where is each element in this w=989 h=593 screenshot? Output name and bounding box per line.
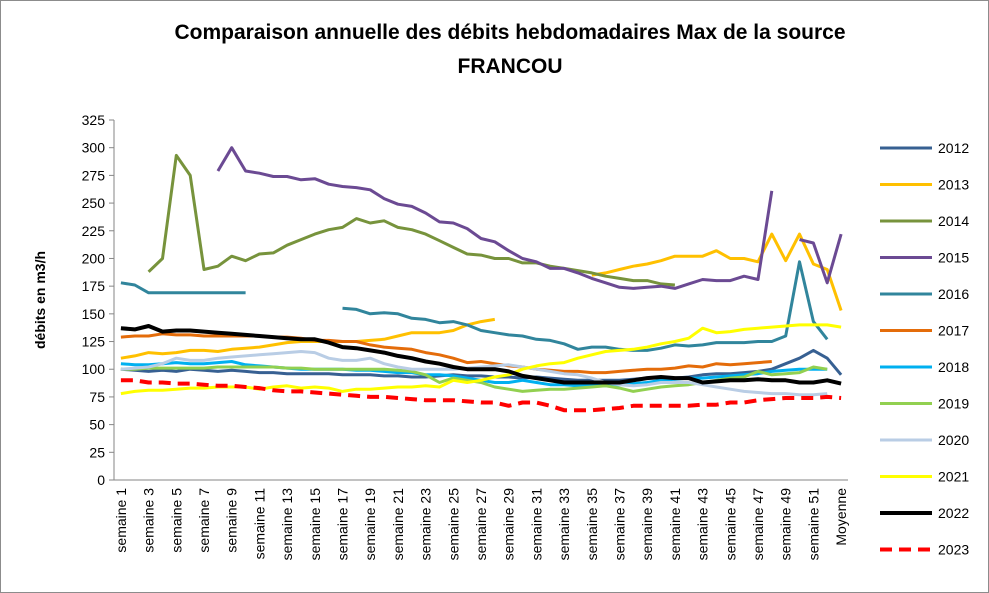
legend-label: 2020 [938,432,969,448]
series-line [120,378,842,413]
y-tick-label: 275 [82,167,106,183]
x-tick-label: semaine 3 [141,488,157,553]
x-tick-label: semaine 5 [168,488,184,553]
x-tick-label: semaine 9 [224,488,240,553]
x-tick-label: semaine 13 [279,488,295,561]
x-tick-label: semaine 31 [528,488,544,561]
y-tick-label: 25 [89,444,105,460]
x-tick-label: semaine 37 [611,488,627,561]
x-tick-label: semaine 49 [778,488,794,561]
x-tick-label: semaine 27 [473,488,489,561]
x-tick-label: semaine 43 [695,488,711,561]
y-tick-label: 325 [82,112,106,128]
y-tick-label: 150 [82,306,106,322]
series-line [120,324,842,386]
y-tick-label: 0 [97,472,105,488]
legend-label: 2018 [938,359,969,375]
x-tick-label: semaine 23 [418,488,434,561]
x-tick-label: semaine 33 [556,488,572,561]
legend-label: 2021 [938,469,969,485]
y-tick-label: 175 [82,278,106,294]
y-tick-label: 100 [82,361,106,377]
x-tick-label: semaine 19 [362,488,378,561]
y-tick-label: 125 [82,334,106,350]
x-tick-label: semaine 51 [805,488,821,561]
series-line [120,360,828,388]
x-tick-label: semaine 21 [390,488,406,561]
y-tick-label: 200 [82,250,106,266]
legend-label: 2023 [938,542,969,558]
legend-label: 2013 [938,177,969,193]
y-axis-label: débits en m3/h [32,251,48,349]
y-tick-label: 75 [89,389,105,405]
x-tick-label: semaine 35 [584,488,600,561]
x-tick-label: semaine 25 [445,488,461,561]
y-tick-label: 50 [89,417,105,433]
series-line [120,232,843,360]
legend-label: 2016 [938,286,969,302]
series-line [216,146,843,290]
x-tick-label: semaine 1 [113,488,129,553]
x-tick-label: semaine 29 [501,488,517,561]
x-tick-label: Moyenne [833,488,849,546]
x-tick-label: semaine 15 [307,488,323,561]
series-line [147,153,676,287]
series-line [120,348,843,382]
chart-title: Comparaison annuelle des débits hebdomad… [174,21,846,78]
legend-label: 2014 [938,213,969,229]
x-tick-label: semaine 7 [196,488,212,553]
x-tick-label: semaine 45 [722,488,738,561]
legend-label: 2017 [938,323,969,339]
x-tick-label: semaine 47 [750,488,766,561]
y-tick-label: 250 [82,195,106,211]
series-line [120,332,772,375]
legend-label: 2022 [938,505,969,521]
x-tick-label: semaine 39 [639,488,655,561]
legend-label: 2015 [938,250,969,266]
y-tick-label: 300 [82,140,106,156]
x-tick-label: semaine 41 [667,488,683,561]
legend-label: 2019 [938,396,969,412]
y-tick-label: 225 [82,223,106,239]
series-line [120,260,829,352]
x-tick-label: semaine 11 [251,488,267,560]
x-tick-label: semaine 17 [335,488,351,561]
legend-label: 2012 [938,140,969,156]
